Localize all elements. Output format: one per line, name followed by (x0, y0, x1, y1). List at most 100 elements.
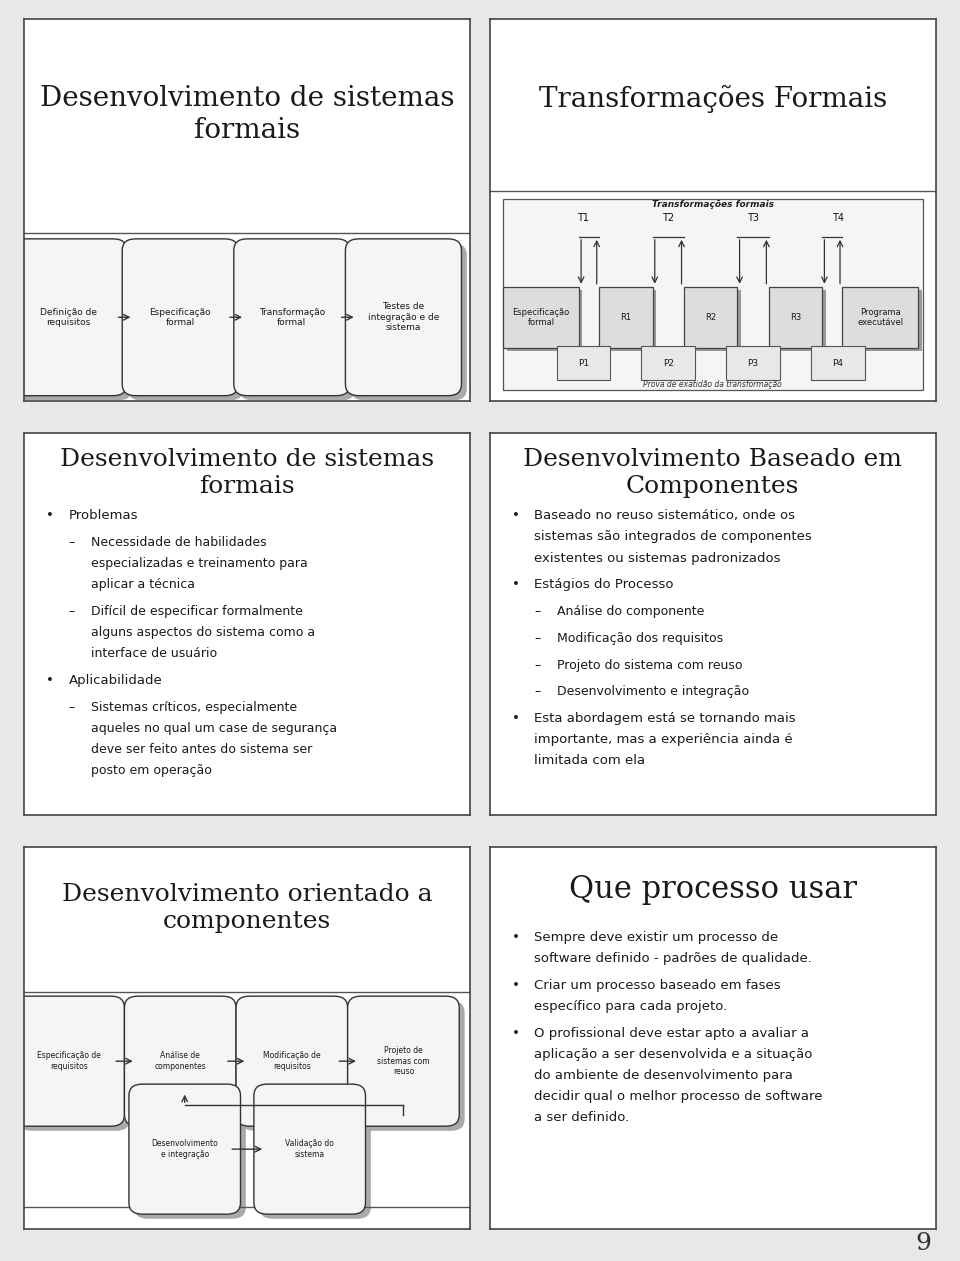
Text: Prova de exatidão da transformação: Prova de exatidão da transformação (643, 380, 782, 388)
FancyBboxPatch shape (236, 996, 348, 1126)
FancyBboxPatch shape (687, 290, 741, 351)
Text: P4: P4 (832, 358, 843, 368)
FancyBboxPatch shape (259, 1088, 371, 1219)
FancyBboxPatch shape (234, 238, 349, 396)
Text: específico para cada projeto.: específico para cada projeto. (534, 1000, 728, 1013)
FancyBboxPatch shape (603, 290, 656, 351)
Text: –: – (534, 605, 540, 618)
FancyBboxPatch shape (557, 346, 611, 381)
Text: R2: R2 (705, 313, 716, 322)
Text: Definição de
requisitos: Definição de requisitos (40, 308, 97, 327)
FancyBboxPatch shape (125, 996, 236, 1126)
FancyBboxPatch shape (503, 286, 579, 348)
Text: existentes ou sistemas padronizados: existentes ou sistemas padronizados (534, 551, 780, 565)
FancyBboxPatch shape (641, 346, 695, 381)
Text: Desenvolvimento orientado a
componentes: Desenvolvimento orientado a componentes (61, 884, 433, 933)
Text: Sistemas críticos, especialmente: Sistemas críticos, especialmente (91, 701, 297, 714)
Text: limitada com ela: limitada com ela (534, 754, 645, 767)
FancyBboxPatch shape (353, 1001, 465, 1131)
FancyBboxPatch shape (726, 346, 780, 381)
Text: •: • (46, 509, 54, 522)
Text: T4: T4 (831, 213, 844, 223)
Text: Desenvolvimento de sistemas
formais: Desenvolvimento de sistemas formais (40, 86, 454, 144)
FancyBboxPatch shape (503, 199, 923, 390)
Text: 9: 9 (915, 1232, 931, 1255)
Text: sistemas são integrados de componentes: sistemas são integrados de componentes (534, 531, 812, 543)
Text: Especificação
formal: Especificação formal (513, 308, 569, 327)
Text: Modificação de
requisitos: Modificação de requisitos (263, 1052, 321, 1071)
FancyBboxPatch shape (811, 346, 865, 381)
Text: Difícil de especificar formalmente: Difícil de especificar formalmente (91, 605, 302, 618)
Text: aqueles no qual um case de segurança: aqueles no qual um case de segurança (91, 721, 337, 735)
Text: Desenvolvimento Baseado em
Componentes: Desenvolvimento Baseado em Componentes (523, 448, 902, 498)
Text: T2: T2 (662, 213, 674, 223)
FancyBboxPatch shape (772, 290, 826, 351)
Text: importante, mas a experiência ainda é: importante, mas a experiência ainda é (534, 733, 793, 747)
Text: Especificação de
requisitos: Especificação de requisitos (36, 1052, 101, 1071)
Text: Estágios do Processo: Estágios do Processo (534, 579, 674, 591)
FancyBboxPatch shape (130, 1001, 241, 1131)
Text: do ambiente de desenvolvimento para: do ambiente de desenvolvimento para (534, 1069, 793, 1082)
Text: Desenvolvimento de sistemas
formais: Desenvolvimento de sistemas formais (60, 448, 434, 498)
Text: aplicar a técnica: aplicar a técnica (91, 579, 195, 591)
FancyBboxPatch shape (346, 238, 462, 396)
Text: Problemas: Problemas (69, 509, 138, 522)
Text: •: • (46, 673, 54, 687)
Text: P2: P2 (662, 358, 674, 368)
FancyBboxPatch shape (846, 290, 922, 351)
Text: especializadas e treinamento para: especializadas e treinamento para (91, 557, 308, 570)
Text: Baseado no reuso sistemático, onde os: Baseado no reuso sistemático, onde os (534, 509, 795, 522)
Text: Transformação
formal: Transformação formal (258, 308, 325, 327)
Text: –: – (69, 605, 75, 618)
Text: Especificação
formal: Especificação formal (150, 308, 211, 327)
Text: interface de usuário: interface de usuário (91, 647, 217, 661)
FancyBboxPatch shape (128, 243, 244, 400)
Text: alguns aspectos do sistema como a: alguns aspectos do sistema como a (91, 627, 315, 639)
Text: Sempre deve existir um processo de: Sempre deve existir um processo de (534, 931, 779, 944)
Text: Transformações Formais: Transformações Formais (539, 86, 887, 113)
Text: T3: T3 (747, 213, 759, 223)
Text: O profissional deve estar apto a avaliar a: O profissional deve estar apto a avaliar… (534, 1026, 809, 1040)
Text: Criar um processo baseado em fases: Criar um processo baseado em fases (534, 979, 780, 992)
FancyBboxPatch shape (350, 243, 467, 400)
FancyBboxPatch shape (239, 243, 355, 400)
Text: Validação do
sistema: Validação do sistema (285, 1140, 334, 1159)
FancyBboxPatch shape (129, 1084, 241, 1214)
Text: Aplicabilidade: Aplicabilidade (69, 673, 162, 687)
FancyBboxPatch shape (16, 243, 132, 400)
FancyBboxPatch shape (253, 1084, 366, 1214)
Text: Desenvolvimento e integração: Desenvolvimento e integração (557, 686, 749, 699)
Text: –: – (534, 658, 540, 672)
Text: Análise do componente: Análise do componente (557, 605, 704, 618)
FancyBboxPatch shape (11, 238, 127, 396)
Text: P3: P3 (748, 358, 758, 368)
FancyBboxPatch shape (684, 286, 737, 348)
Text: a ser definido.: a ser definido. (534, 1111, 630, 1124)
Text: Que processo usar: Que processo usar (568, 874, 856, 904)
FancyBboxPatch shape (769, 286, 822, 348)
Text: •: • (512, 579, 519, 591)
Text: •: • (512, 979, 519, 992)
FancyBboxPatch shape (12, 996, 125, 1126)
Text: aplicação a ser desenvolvida e a situação: aplicação a ser desenvolvida e a situaçã… (534, 1048, 812, 1061)
Text: •: • (512, 712, 519, 725)
Text: Desenvolvimento
e integração: Desenvolvimento e integração (152, 1140, 218, 1159)
Text: Programa
executável: Programa executável (857, 308, 903, 327)
Text: –: – (69, 536, 75, 550)
Text: posto em operação: posto em operação (91, 764, 212, 777)
Text: Modificação dos requisitos: Modificação dos requisitos (557, 632, 723, 644)
Text: –: – (534, 686, 540, 699)
Text: •: • (512, 1026, 519, 1040)
Text: •: • (512, 931, 519, 944)
Text: •: • (512, 509, 519, 522)
Text: T1: T1 (577, 213, 589, 223)
Text: R1: R1 (620, 313, 632, 322)
Text: P1: P1 (578, 358, 588, 368)
FancyBboxPatch shape (507, 290, 583, 351)
Text: decidir qual o melhor processo de software: decidir qual o melhor processo de softwa… (534, 1090, 823, 1103)
Text: Esta abordagem está se tornando mais: Esta abordagem está se tornando mais (534, 712, 796, 725)
FancyBboxPatch shape (348, 996, 459, 1126)
FancyBboxPatch shape (122, 238, 238, 396)
Text: Análise de
componentes: Análise de componentes (155, 1052, 206, 1071)
Text: software definido - padrões de qualidade.: software definido - padrões de qualidade… (534, 952, 812, 965)
